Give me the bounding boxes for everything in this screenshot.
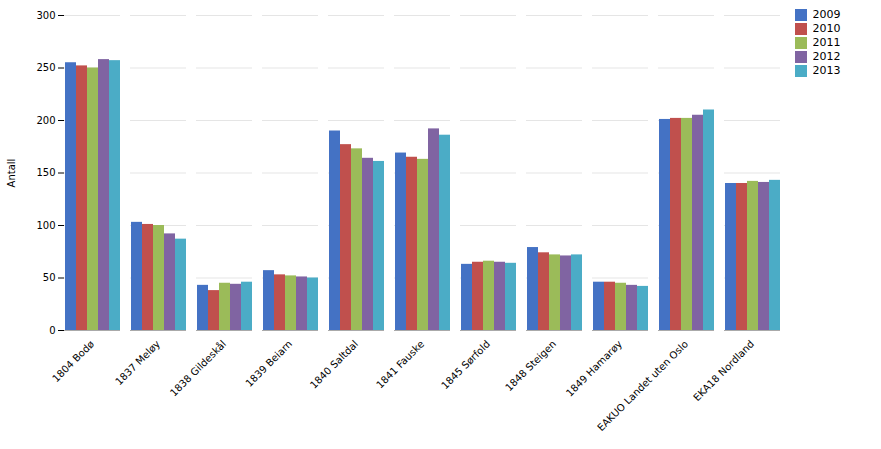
html-text:2010: 2010 xyxy=(812,22,841,35)
svg-text:200: 200 xyxy=(36,115,55,126)
svg-text:1839 Beiarn: 1839 Beiarn xyxy=(243,338,294,389)
svg-text:1849 Hamarøy: 1849 Hamarøy xyxy=(564,338,624,398)
svg-text:1837 Meløy: 1837 Meløy xyxy=(113,338,162,387)
svg-text:1848 Steigen: 1848 Steigen xyxy=(503,338,558,393)
svg-text:0: 0 xyxy=(49,325,55,336)
html-text:2012: 2012 xyxy=(812,50,841,63)
svg-text:100: 100 xyxy=(36,220,55,231)
svg-text:1838 Gildeskål: 1838 Gildeskål xyxy=(167,338,228,399)
html-text:2011: 2011 xyxy=(812,36,841,49)
html-text:2013: 2013 xyxy=(812,64,841,77)
svg-text:1845 Sørfold: 1845 Sørfold xyxy=(439,338,492,391)
svg-text:EAKUO Landet uten Oslo: EAKUO Landet uten Oslo xyxy=(595,338,690,433)
svg-text:EKA18 Nordland: EKA18 Nordland xyxy=(691,338,756,403)
svg-text:150: 150 xyxy=(36,167,55,178)
html-text:2009: 2009 xyxy=(812,8,841,21)
svg-text:1840 Saltdal: 1840 Saltdal xyxy=(308,338,360,390)
svg-text:50: 50 xyxy=(43,272,56,283)
svg-text:300: 300 xyxy=(36,10,55,21)
svg-text:250: 250 xyxy=(36,62,55,73)
svg-text:1841 Fauske: 1841 Fauske xyxy=(374,338,426,390)
svg-text:1804 Bodø: 1804 Bodø xyxy=(50,338,96,384)
svg-text:Antall: Antall xyxy=(6,159,17,188)
